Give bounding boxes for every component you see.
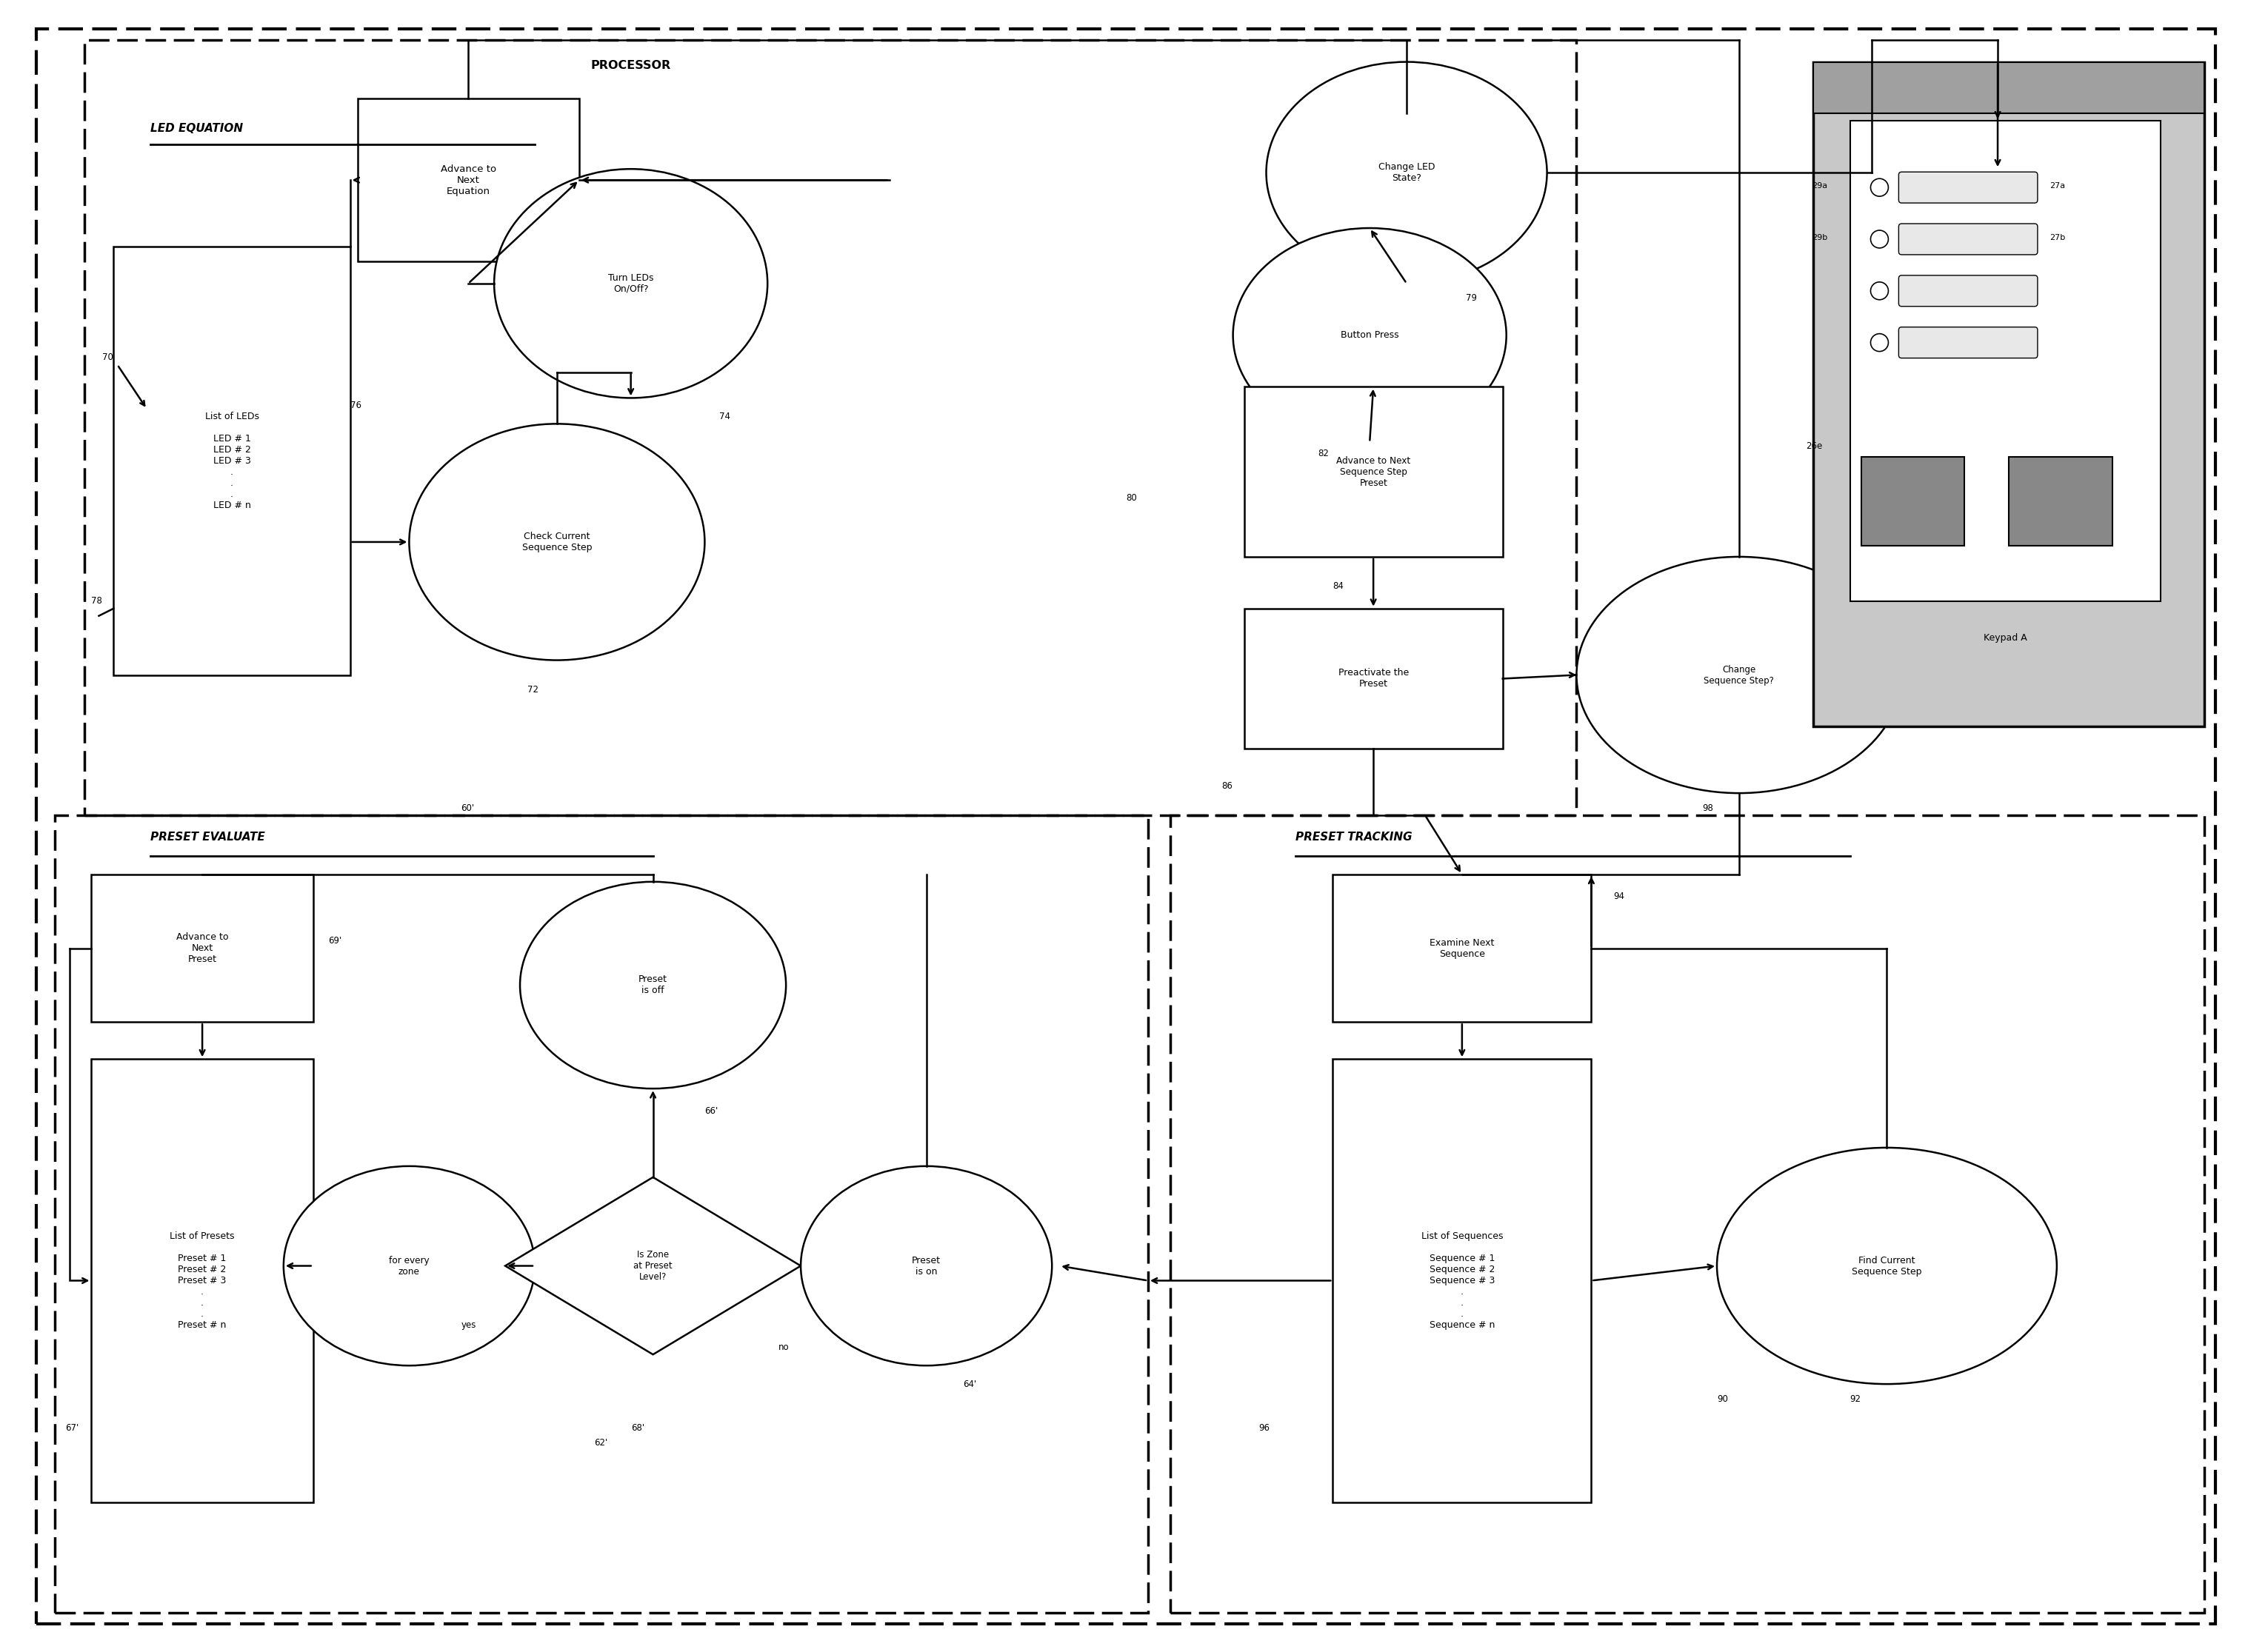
Text: Advance to
Next
Equation: Advance to Next Equation bbox=[441, 164, 497, 197]
Ellipse shape bbox=[800, 1166, 1052, 1366]
Text: Check Current
Sequence Step: Check Current Sequence Step bbox=[522, 532, 591, 552]
Ellipse shape bbox=[283, 1166, 535, 1366]
Text: 92: 92 bbox=[1850, 1394, 1861, 1404]
Text: 27b: 27b bbox=[2050, 235, 2066, 241]
Text: Advance to Next
Sequence Step
Preset: Advance to Next Sequence Step Preset bbox=[1335, 456, 1409, 487]
FancyBboxPatch shape bbox=[115, 246, 351, 676]
Text: PROCESSOR: PROCESSOR bbox=[591, 59, 670, 71]
Text: Turn LEDs
On/Off?: Turn LEDs On/Off? bbox=[607, 273, 654, 294]
FancyBboxPatch shape bbox=[1900, 172, 2037, 203]
Text: 26e: 26e bbox=[1805, 441, 1823, 451]
FancyBboxPatch shape bbox=[2010, 458, 2113, 545]
Text: no: no bbox=[778, 1343, 789, 1351]
Text: Preactivate the
Preset: Preactivate the Preset bbox=[1338, 669, 1409, 689]
Circle shape bbox=[1870, 230, 1888, 248]
Text: Preset
is off: Preset is off bbox=[638, 975, 668, 996]
Text: 64': 64' bbox=[964, 1379, 978, 1389]
Text: 29a: 29a bbox=[1812, 182, 1828, 190]
Circle shape bbox=[1870, 282, 1888, 299]
FancyBboxPatch shape bbox=[92, 874, 312, 1023]
Text: Button Press: Button Press bbox=[1340, 330, 1398, 340]
Text: 67': 67' bbox=[65, 1424, 79, 1434]
FancyBboxPatch shape bbox=[1900, 223, 2037, 254]
Ellipse shape bbox=[519, 882, 787, 1089]
Text: 84: 84 bbox=[1333, 582, 1344, 591]
Text: Change LED
State?: Change LED State? bbox=[1378, 162, 1434, 183]
Text: 29b: 29b bbox=[1812, 235, 1828, 241]
FancyBboxPatch shape bbox=[1333, 874, 1592, 1023]
FancyBboxPatch shape bbox=[357, 99, 580, 261]
Text: Keypad A: Keypad A bbox=[1983, 633, 2028, 643]
FancyBboxPatch shape bbox=[1333, 1059, 1592, 1502]
Text: LED EQUATION: LED EQUATION bbox=[151, 122, 243, 134]
Polygon shape bbox=[506, 1178, 800, 1355]
Text: Change
Sequence Step?: Change Sequence Step? bbox=[1704, 664, 1774, 686]
Ellipse shape bbox=[495, 169, 767, 398]
Text: 66': 66' bbox=[704, 1105, 717, 1115]
Text: 27a: 27a bbox=[2050, 182, 2066, 190]
Ellipse shape bbox=[1266, 61, 1547, 284]
Text: yes: yes bbox=[461, 1320, 477, 1330]
Text: 69': 69' bbox=[328, 937, 342, 945]
Ellipse shape bbox=[1576, 557, 1902, 793]
Text: 74: 74 bbox=[719, 411, 731, 421]
FancyBboxPatch shape bbox=[1812, 61, 2205, 114]
FancyBboxPatch shape bbox=[1850, 121, 2160, 601]
FancyBboxPatch shape bbox=[1243, 387, 1502, 557]
Text: List of Presets

Preset # 1
Preset # 2
Preset # 3
.
.
.
Preset # n: List of Presets Preset # 1 Preset # 2 Pr… bbox=[171, 1231, 234, 1330]
Text: 80: 80 bbox=[1126, 492, 1137, 502]
Text: 79: 79 bbox=[1466, 294, 1477, 302]
Text: 94: 94 bbox=[1614, 892, 1625, 902]
Text: 72: 72 bbox=[528, 686, 540, 694]
FancyBboxPatch shape bbox=[1812, 61, 2205, 727]
FancyBboxPatch shape bbox=[92, 1059, 312, 1502]
Text: Examine Next
Sequence: Examine Next Sequence bbox=[1430, 938, 1495, 958]
Text: Advance to
Next
Preset: Advance to Next Preset bbox=[175, 932, 229, 965]
Text: PRESET TRACKING: PRESET TRACKING bbox=[1295, 833, 1412, 843]
Text: 98: 98 bbox=[1702, 803, 1713, 813]
FancyBboxPatch shape bbox=[1900, 276, 2037, 306]
Text: 82: 82 bbox=[1317, 449, 1329, 458]
Text: Is Zone
at Preset
Level?: Is Zone at Preset Level? bbox=[634, 1251, 672, 1282]
Text: 78: 78 bbox=[92, 596, 103, 606]
Circle shape bbox=[1870, 178, 1888, 197]
Text: 96: 96 bbox=[1259, 1424, 1270, 1434]
Text: 62': 62' bbox=[593, 1439, 607, 1447]
FancyBboxPatch shape bbox=[1243, 608, 1502, 748]
FancyBboxPatch shape bbox=[1861, 458, 1965, 545]
Text: 90: 90 bbox=[1717, 1394, 1729, 1404]
Ellipse shape bbox=[1232, 228, 1506, 443]
Ellipse shape bbox=[409, 425, 704, 661]
Text: PRESET EVALUATE: PRESET EVALUATE bbox=[151, 833, 265, 843]
Text: 86: 86 bbox=[1223, 781, 1232, 791]
Circle shape bbox=[1870, 334, 1888, 352]
Text: 76: 76 bbox=[351, 400, 362, 410]
Text: Preset
is on: Preset is on bbox=[913, 1256, 942, 1277]
Text: List of Sequences

Sequence # 1
Sequence # 2
Sequence # 3
.
.
.
Sequence # n: List of Sequences Sequence # 1 Sequence … bbox=[1421, 1231, 1504, 1330]
Text: 70: 70 bbox=[103, 352, 115, 362]
Text: Find Current
Sequence Step: Find Current Sequence Step bbox=[1852, 1256, 1922, 1277]
Ellipse shape bbox=[1717, 1148, 2057, 1384]
Text: List of LEDs

LED # 1
LED # 2
LED # 3
.
.
.
LED # n: List of LEDs LED # 1 LED # 2 LED # 3 . .… bbox=[205, 411, 259, 510]
Text: 68': 68' bbox=[632, 1424, 645, 1434]
FancyBboxPatch shape bbox=[1900, 327, 2037, 358]
Text: 60': 60' bbox=[461, 803, 474, 813]
Text: for every
zone: for every zone bbox=[389, 1256, 429, 1277]
